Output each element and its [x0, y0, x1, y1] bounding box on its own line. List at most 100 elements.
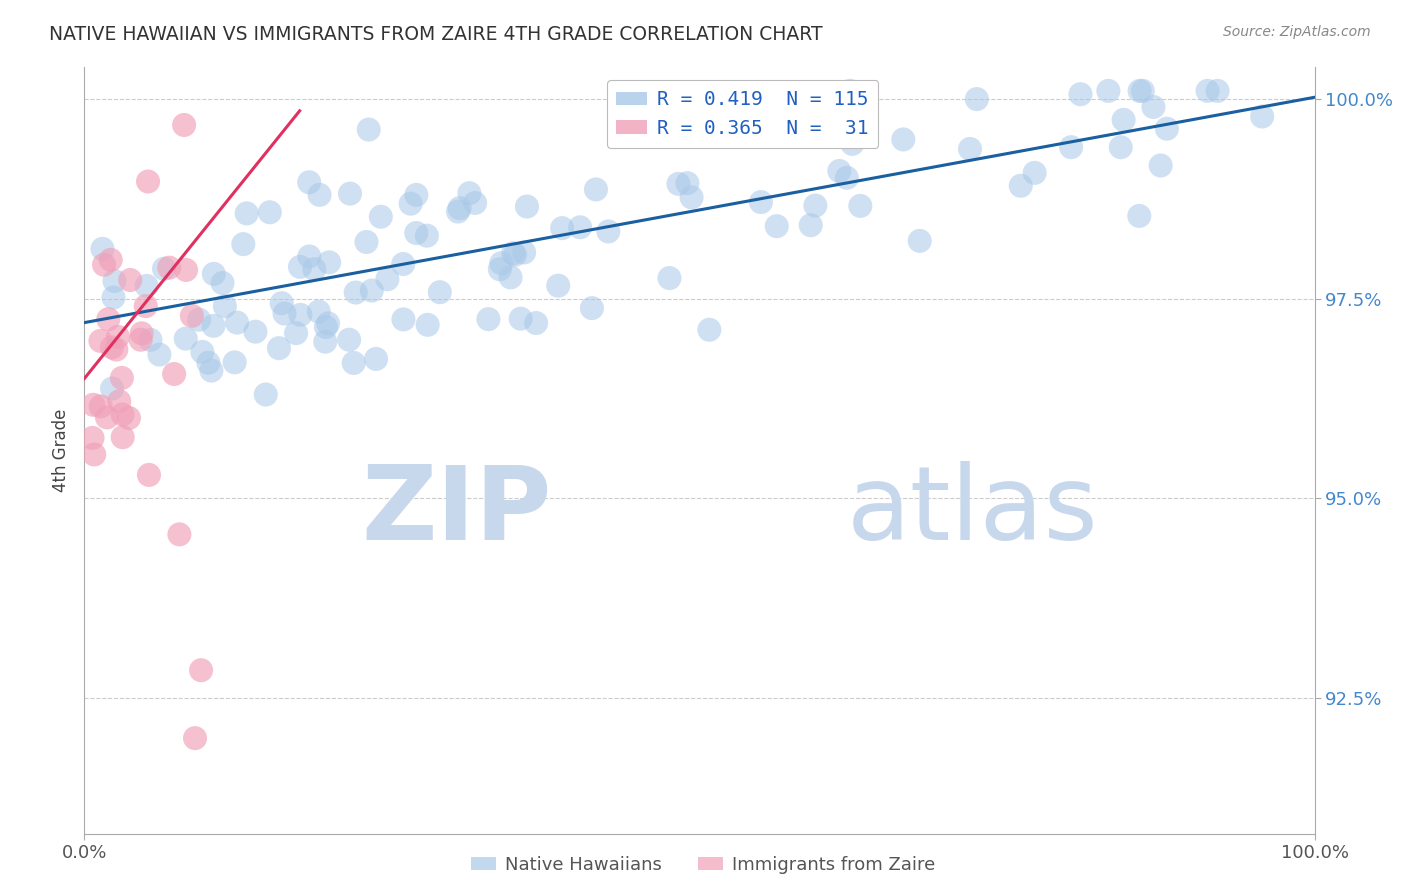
Point: [569, 220, 592, 235]
Point: [136, 174, 159, 188]
Point: [360, 284, 382, 298]
Point: [103, 291, 125, 305]
Point: [163, 367, 186, 381]
Point: [1109, 140, 1132, 154]
Point: [174, 263, 197, 277]
Point: [184, 731, 207, 746]
Point: [1060, 140, 1083, 154]
Point: [1251, 110, 1274, 124]
Point: [513, 245, 536, 260]
Point: [502, 246, 524, 260]
Point: [191, 345, 214, 359]
Point: [503, 248, 526, 262]
Point: [405, 187, 427, 202]
Point: [370, 210, 392, 224]
Point: [668, 177, 690, 191]
Point: [598, 224, 620, 238]
Point: [197, 356, 219, 370]
Point: [157, 260, 180, 275]
Point: [1197, 84, 1219, 98]
Point: [959, 142, 981, 156]
Point: [1150, 159, 1173, 173]
Text: Source: ZipAtlas.com: Source: ZipAtlas.com: [1223, 25, 1371, 39]
Point: [800, 218, 823, 232]
Point: [849, 199, 872, 213]
Point: [135, 279, 157, 293]
Point: [852, 89, 875, 103]
Point: [288, 260, 311, 274]
Point: [489, 262, 512, 277]
Point: [1024, 166, 1046, 180]
Point: [91, 242, 114, 256]
Point: [658, 271, 681, 285]
Point: [416, 228, 439, 243]
Point: [174, 332, 197, 346]
Point: [226, 316, 249, 330]
Point: [842, 124, 865, 138]
Point: [138, 467, 160, 482]
Legend: Native Hawaiians, Immigrants from Zaire: Native Hawaiians, Immigrants from Zaire: [464, 849, 942, 881]
Point: [111, 371, 134, 385]
Point: [392, 257, 415, 271]
Point: [966, 92, 988, 106]
Point: [392, 312, 415, 326]
Text: atlas: atlas: [848, 461, 1099, 562]
Y-axis label: 4th Grade: 4th Grade: [52, 409, 70, 492]
Point: [835, 170, 858, 185]
Point: [290, 308, 312, 322]
Point: [211, 276, 233, 290]
Point: [841, 136, 863, 151]
Legend: R = 0.419  N = 115, R = 0.365  N =  31: R = 0.419 N = 115, R = 0.365 N = 31: [606, 80, 879, 147]
Point: [1129, 84, 1152, 98]
Point: [337, 333, 360, 347]
Point: [96, 410, 118, 425]
Point: [120, 273, 142, 287]
Point: [100, 252, 122, 267]
Point: [131, 326, 153, 341]
Point: [1097, 84, 1119, 98]
Point: [202, 267, 225, 281]
Point: [458, 186, 481, 201]
Point: [1069, 87, 1091, 102]
Point: [214, 299, 236, 313]
Point: [111, 430, 134, 444]
Point: [304, 262, 326, 277]
Point: [1128, 209, 1150, 223]
Point: [83, 447, 105, 461]
Point: [1156, 121, 1178, 136]
Point: [356, 235, 378, 249]
Point: [891, 132, 914, 146]
Point: [839, 84, 862, 98]
Point: [699, 323, 721, 337]
Point: [315, 320, 337, 334]
Point: [1010, 178, 1032, 193]
Point: [188, 312, 211, 326]
Point: [581, 301, 603, 315]
Point: [97, 312, 120, 326]
Point: [399, 196, 422, 211]
Point: [318, 255, 340, 269]
Point: [118, 411, 141, 425]
Point: [804, 198, 827, 212]
Point: [770, 120, 793, 135]
Point: [82, 431, 104, 445]
Point: [267, 341, 290, 355]
Point: [108, 394, 131, 409]
Point: [232, 237, 254, 252]
Point: [1142, 100, 1164, 114]
Point: [1206, 84, 1229, 98]
Point: [477, 312, 499, 326]
Point: [405, 226, 427, 240]
Point: [285, 326, 308, 340]
Point: [245, 325, 267, 339]
Point: [259, 205, 281, 219]
Point: [524, 316, 547, 330]
Point: [339, 186, 361, 201]
Point: [273, 306, 295, 320]
Point: [101, 382, 124, 396]
Point: [111, 408, 134, 422]
Point: [765, 219, 787, 234]
Point: [499, 270, 522, 285]
Point: [153, 261, 176, 276]
Point: [509, 311, 531, 326]
